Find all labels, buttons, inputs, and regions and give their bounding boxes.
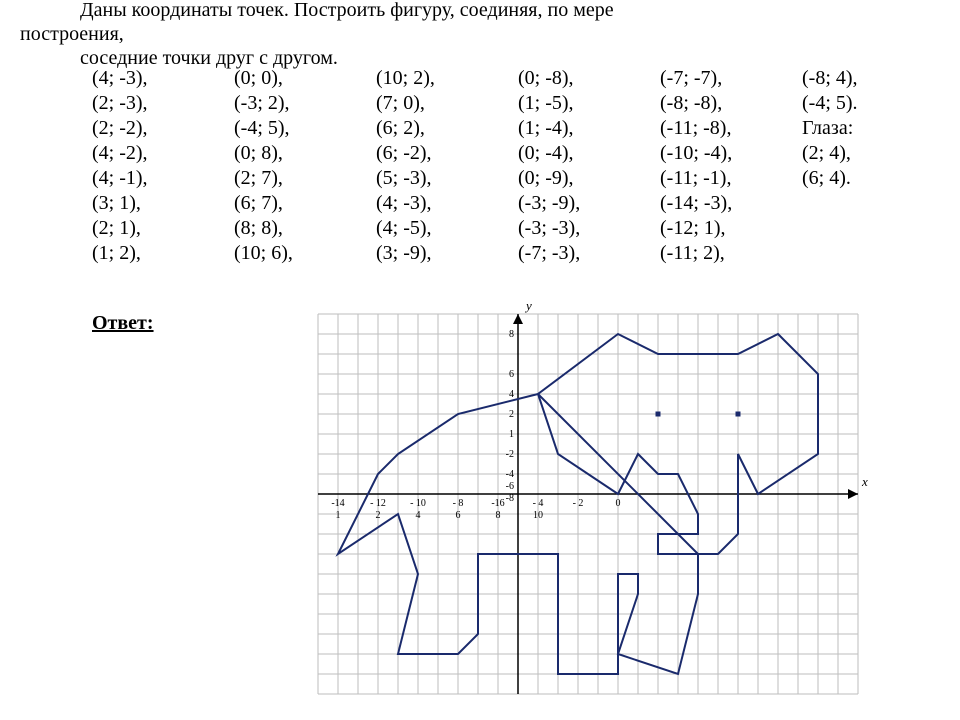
svg-text:x: x bbox=[861, 474, 868, 489]
task-line-2: построения, bbox=[20, 22, 940, 46]
coord-cell: (0; -8), bbox=[518, 66, 656, 91]
coord-cell: (10; 2), bbox=[376, 66, 514, 91]
coord-cell: (-4; 5), bbox=[234, 116, 372, 141]
coord-cell: (-3; -3), bbox=[518, 216, 656, 241]
svg-text:4: 4 bbox=[509, 389, 514, 400]
coord-cell: (2; 7), bbox=[234, 166, 372, 191]
svg-text:-2: -2 bbox=[506, 449, 514, 460]
svg-text:-8: -8 bbox=[506, 493, 514, 504]
coord-cell: (4; -1), bbox=[92, 166, 230, 191]
coord-cell: (-4; 5). bbox=[802, 91, 940, 116]
svg-text:6: 6 bbox=[509, 369, 514, 380]
coord-cell: (4; -3), bbox=[376, 191, 514, 216]
coord-cell: (0; 8), bbox=[234, 141, 372, 166]
coord-cell: (7; 0), bbox=[376, 91, 514, 116]
coord-cell: (1; 2), bbox=[92, 241, 230, 266]
task-text: Даны координаты точек. Построить фигуру,… bbox=[20, 0, 940, 70]
coord-cell: (10; 6), bbox=[234, 241, 372, 266]
coord-cell: (6; 4). bbox=[802, 166, 940, 191]
svg-text:- 12: - 12 bbox=[370, 498, 386, 509]
coord-cell: (2; 1), bbox=[92, 216, 230, 241]
coord-cell: (-11; 2), bbox=[660, 241, 798, 266]
coord-column: (4; -3),(2; -3),(2; -2),(4; -2),(4; -1),… bbox=[92, 66, 230, 266]
svg-text:- 4: - 4 bbox=[533, 498, 544, 509]
svg-text:1: 1 bbox=[336, 510, 341, 521]
coord-cell: (-3; 2), bbox=[234, 91, 372, 116]
svg-text:10: 10 bbox=[533, 510, 543, 521]
svg-text:- 2: - 2 bbox=[573, 498, 584, 509]
coord-cell: (2; -2), bbox=[92, 116, 230, 141]
coord-cell: (6; 2), bbox=[376, 116, 514, 141]
coord-cell: (-11; -1), bbox=[660, 166, 798, 191]
svg-text:0: 0 bbox=[616, 498, 621, 509]
svg-text:8: 8 bbox=[496, 510, 501, 521]
coord-column: (0; -8),(1; -5),(1; -4),(0; -4),(0; -9),… bbox=[518, 66, 656, 266]
svg-text:6: 6 bbox=[456, 510, 461, 521]
coord-cell: (1; -4), bbox=[518, 116, 656, 141]
svg-text:y: y bbox=[524, 298, 532, 313]
coord-cell: (2; -3), bbox=[92, 91, 230, 116]
svg-text:-4: -4 bbox=[506, 469, 514, 480]
svg-text:1: 1 bbox=[509, 429, 514, 440]
svg-text:2: 2 bbox=[376, 510, 381, 521]
eye-point bbox=[736, 412, 741, 417]
coord-cell: (-14; -3), bbox=[660, 191, 798, 216]
coord-cell: (6; -2), bbox=[376, 141, 514, 166]
coord-cell: (-10; -4), bbox=[660, 141, 798, 166]
coord-cell: (4; -5), bbox=[376, 216, 514, 241]
coord-column: (-7; -7),(-8; -8),(-11; -8),(-10; -4),(-… bbox=[660, 66, 798, 266]
answer-label: Ответ: bbox=[92, 312, 154, 335]
task-line-1: Даны координаты точек. Построить фигуру,… bbox=[20, 0, 940, 22]
coord-cell: (2; 4), bbox=[802, 141, 940, 166]
coord-cell: (0; -9), bbox=[518, 166, 656, 191]
coord-cell: (6; 7), bbox=[234, 191, 372, 216]
coordinates-table: (4; -3),(2; -3),(2; -2),(4; -2),(4; -1),… bbox=[20, 66, 940, 266]
coord-cell: (-8; -8), bbox=[660, 91, 798, 116]
svg-text:4: 4 bbox=[416, 510, 421, 521]
eye-point bbox=[656, 412, 661, 417]
svg-text:8: 8 bbox=[509, 329, 514, 340]
coord-cell: (3; -9), bbox=[376, 241, 514, 266]
coordinate-chart: y x 8 6 4 2 1 -2 -4-6-8 -14 - 12 - 10 - 8 -16 - 4 - 2 0 1… bbox=[300, 296, 876, 712]
coord-cell: (-11; -8), bbox=[660, 116, 798, 141]
coord-cell: (3; 1), bbox=[92, 191, 230, 216]
coord-column: (-8; 4),(-4; 5).Глаза:(2; 4),(6; 4). bbox=[802, 66, 940, 266]
coord-cell: (-7; -3), bbox=[518, 241, 656, 266]
coord-cell: (5; -3), bbox=[376, 166, 514, 191]
coord-cell: (4; -3), bbox=[92, 66, 230, 91]
coord-cell: (-8; 4), bbox=[802, 66, 940, 91]
coord-cell: (0; -4), bbox=[518, 141, 656, 166]
coord-column: (0; 0),(-3; 2),(-4; 5),(0; 8),(2; 7),(6;… bbox=[234, 66, 372, 266]
svg-text:- 10: - 10 bbox=[410, 498, 426, 509]
coord-cell: (-3; -9), bbox=[518, 191, 656, 216]
svg-text:2: 2 bbox=[509, 409, 514, 420]
coord-cell: (-12; 1), bbox=[660, 216, 798, 241]
coord-cell: (8; 8), bbox=[234, 216, 372, 241]
coord-cell: Глаза: bbox=[802, 116, 940, 141]
coord-cell: (1; -5), bbox=[518, 91, 656, 116]
svg-text:-6: -6 bbox=[506, 481, 514, 492]
svg-text:-16: -16 bbox=[491, 498, 504, 509]
svg-text:- 8: - 8 bbox=[453, 498, 464, 509]
coord-cell: (-7; -7), bbox=[660, 66, 798, 91]
chart-bg bbox=[318, 314, 858, 694]
svg-text:-14: -14 bbox=[331, 498, 344, 509]
coord-cell: (0; 0), bbox=[234, 66, 372, 91]
coord-cell: (4; -2), bbox=[92, 141, 230, 166]
coord-column: (10; 2),(7; 0),(6; 2),(6; -2),(5; -3),(4… bbox=[376, 66, 514, 266]
